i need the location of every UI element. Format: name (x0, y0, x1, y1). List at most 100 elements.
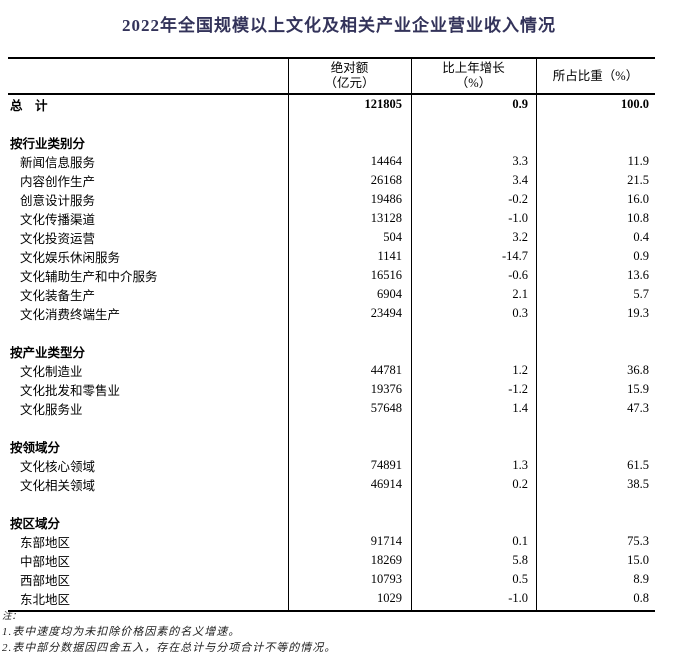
table-row: 文化消费终端生产 23494 0.3 19.3 (8, 304, 655, 323)
cell-growth: -14.7 (501, 249, 528, 263)
cell-absolute-amount: 10793 (370, 572, 402, 586)
header-absolute-line2: （亿元） (324, 76, 375, 90)
column-divider (411, 59, 412, 610)
cell-share: 15.9 (627, 382, 649, 396)
cell-share: 13.6 (627, 268, 649, 282)
cell-absolute-amount: 6904 (377, 287, 402, 301)
cell-share: 15.0 (627, 553, 649, 567)
table-row: 文化娱乐休闲服务 1141 -14.7 0.9 (8, 247, 655, 266)
cell-share: 0.9 (633, 249, 649, 263)
header-indicator-column (8, 59, 288, 93)
row-label: 新闻信息服务 (20, 156, 96, 170)
table-row: 内容创作生产 26168 3.4 21.5 (8, 171, 655, 190)
cell-growth: -0.2 (508, 192, 528, 206)
row-label: 创意设计服务 (20, 194, 96, 208)
table-row: 新闻信息服务 14464 3.3 11.9 (8, 152, 655, 171)
row-label: 文化装备生产 (20, 289, 96, 303)
cell-growth: 2.1 (512, 287, 528, 301)
cell-share: 10.8 (627, 211, 649, 225)
column-divider (536, 59, 537, 610)
cell-absolute-amount: 16516 (370, 268, 402, 282)
row-label: 内容创作生产 (20, 175, 96, 189)
cell-absolute-amount: 26168 (370, 173, 402, 187)
table-body: 总 计 121805 0.9 100.0 按行业类别分 新闻信息服务 14464 3.3 11.… (8, 95, 655, 608)
note-line-1: 1.表中速度均为未扣除价格因素的名义增速。 (2, 626, 241, 638)
cell-growth: -0.6 (508, 268, 528, 282)
table-row: 文化传播渠道 13128 -1.0 10.8 (8, 209, 655, 228)
row-label: 按领域分 (10, 441, 61, 455)
spacer-row (8, 323, 655, 342)
table-row: 东部地区 91714 0.1 75.3 (8, 532, 655, 551)
cell-share: 38.5 (627, 477, 649, 491)
row-label: 文化投资运营 (20, 232, 96, 246)
row-label: 西部地区 (20, 574, 71, 588)
cell-share: 0.4 (633, 230, 649, 244)
cell-growth: -1.2 (508, 382, 528, 396)
cell-growth: 1.4 (512, 401, 528, 415)
header-growth: 比上年增长 （%） (411, 59, 536, 93)
spacer-row (8, 494, 655, 513)
row-label: 文化辅助生产和中介服务 (20, 270, 158, 284)
row-label: 文化批发和零售业 (20, 384, 121, 398)
cell-growth: 0.5 (512, 572, 528, 586)
cell-absolute-amount: 121805 (364, 97, 403, 111)
row-label: 按区域分 (10, 517, 61, 531)
row-label: 按行业类别分 (10, 137, 86, 151)
table-row: 文化投资运营 504 3.2 0.4 (8, 228, 655, 247)
table-notes: 注： 1.表中速度均为未扣除价格因素的名义增速。 2.表中部分数据因四舍五入，存… (2, 611, 336, 656)
cell-growth: 3.3 (512, 154, 528, 168)
table-row: 西部地区 10793 0.5 8.9 (8, 570, 655, 589)
cell-absolute-amount: 504 (383, 230, 402, 244)
cell-share: 0.8 (633, 591, 649, 605)
cell-growth: 3.2 (512, 230, 528, 244)
header-absolute-amount: 绝对额 （亿元） (288, 59, 411, 93)
cell-absolute-amount: 18269 (370, 553, 402, 567)
cell-absolute-amount: 23494 (370, 306, 402, 320)
row-label: 文化制造业 (20, 365, 83, 379)
row-label: 文化消费终端生产 (20, 308, 121, 322)
row-label: 总 计 (10, 99, 48, 113)
header-absolute-line1: 绝对额 (330, 61, 369, 75)
table-row: 文化辅助生产和中介服务 16516 -0.6 13.6 (8, 266, 655, 285)
header-growth-line1: 比上年增长 (442, 61, 505, 75)
cell-growth: 0.2 (512, 477, 528, 491)
cell-absolute-amount: 91714 (370, 534, 402, 548)
cell-share: 8.9 (633, 572, 649, 586)
cell-share: 5.7 (633, 287, 649, 301)
row-label: 东部地区 (20, 536, 71, 550)
cell-share: 61.5 (627, 458, 649, 472)
row-label: 中部地区 (20, 555, 71, 569)
page-title: 2022年全国规模以上文化及相关产业企业营业收入情况 (122, 16, 556, 35)
table-row: 文化相关领域 46914 0.2 38.5 (8, 475, 655, 494)
section-header-row: 按产业类型分 (8, 342, 655, 361)
row-label: 东北地区 (20, 593, 71, 607)
note-line-2: 2.表中部分数据因四舍五入，存在总计与分项合计不等的情况。 (2, 642, 337, 654)
cell-growth: 1.2 (512, 363, 528, 377)
cell-share: 21.5 (627, 173, 649, 187)
cell-absolute-amount: 19486 (370, 192, 402, 206)
cell-absolute-amount: 44781 (370, 363, 402, 377)
table-row: 文化制造业 44781 1.2 36.8 (8, 361, 655, 380)
table-row: 东北地区 1029 -1.0 0.8 (8, 589, 655, 608)
cell-share: 75.3 (627, 534, 649, 548)
cell-growth: 5.8 (512, 553, 528, 567)
table-row: 文化服务业 57648 1.4 47.3 (8, 399, 655, 418)
section-header-row: 按领域分 (8, 437, 655, 456)
cell-growth: -1.0 (508, 211, 528, 225)
cell-growth: 1.3 (512, 458, 528, 472)
table-row: 文化装备生产 6904 2.1 5.7 (8, 285, 655, 304)
table-row: 文化批发和零售业 19376 -1.2 15.9 (8, 380, 655, 399)
notes-label: 注： (2, 612, 22, 622)
row-label: 文化相关领域 (20, 479, 96, 493)
cell-absolute-amount: 1141 (377, 249, 402, 263)
cell-growth: 0.3 (512, 306, 528, 320)
cell-absolute-amount: 74891 (370, 458, 402, 472)
cell-growth: 3.4 (512, 173, 528, 187)
cell-share: 19.3 (627, 306, 649, 320)
cell-share: 11.9 (627, 154, 649, 168)
row-label: 文化娱乐休闲服务 (20, 251, 121, 265)
cell-share: 47.3 (627, 401, 649, 415)
data-table: 绝对额 （亿元） 比上年增长 （%） 所占比重（%） 总 计 121805 0.9 1… (8, 57, 655, 612)
table-row: 中部地区 18269 5.8 15.0 (8, 551, 655, 570)
